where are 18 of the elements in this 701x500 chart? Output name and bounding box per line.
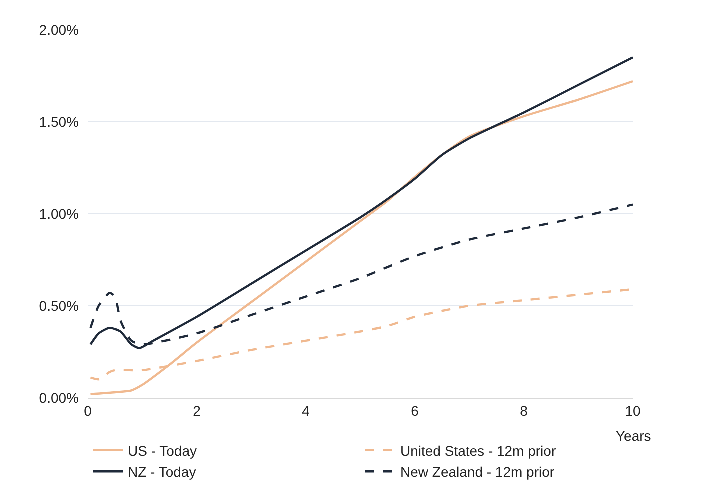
x-tick-label: 6 [411, 402, 420, 419]
line-series [90, 56, 633, 350]
y-tick-label: 1.50% [39, 114, 79, 130]
x-tick-label: 8 [520, 402, 528, 419]
x-axis-title: Years [616, 428, 652, 444]
x-tick-label: 0 [84, 402, 92, 419]
legend-label: US - Today [128, 442, 197, 459]
y-tick-label: 0.50% [39, 298, 79, 314]
legend-label: United States - 12m prior [400, 442, 556, 459]
y-tick-label: 1.00% [39, 206, 79, 222]
x-tick-label: 2 [193, 402, 202, 419]
y-tick-label: 2.00% [39, 22, 79, 38]
legend-label: NZ - Today [128, 464, 196, 480]
line-series [90, 80, 633, 396]
x-tick-label: 4 [302, 402, 310, 419]
y-tick-label: 0.00% [39, 390, 79, 406]
legend-label: New Zealand - 12m prior [400, 464, 555, 480]
x-tick-label: 10 [625, 402, 641, 419]
